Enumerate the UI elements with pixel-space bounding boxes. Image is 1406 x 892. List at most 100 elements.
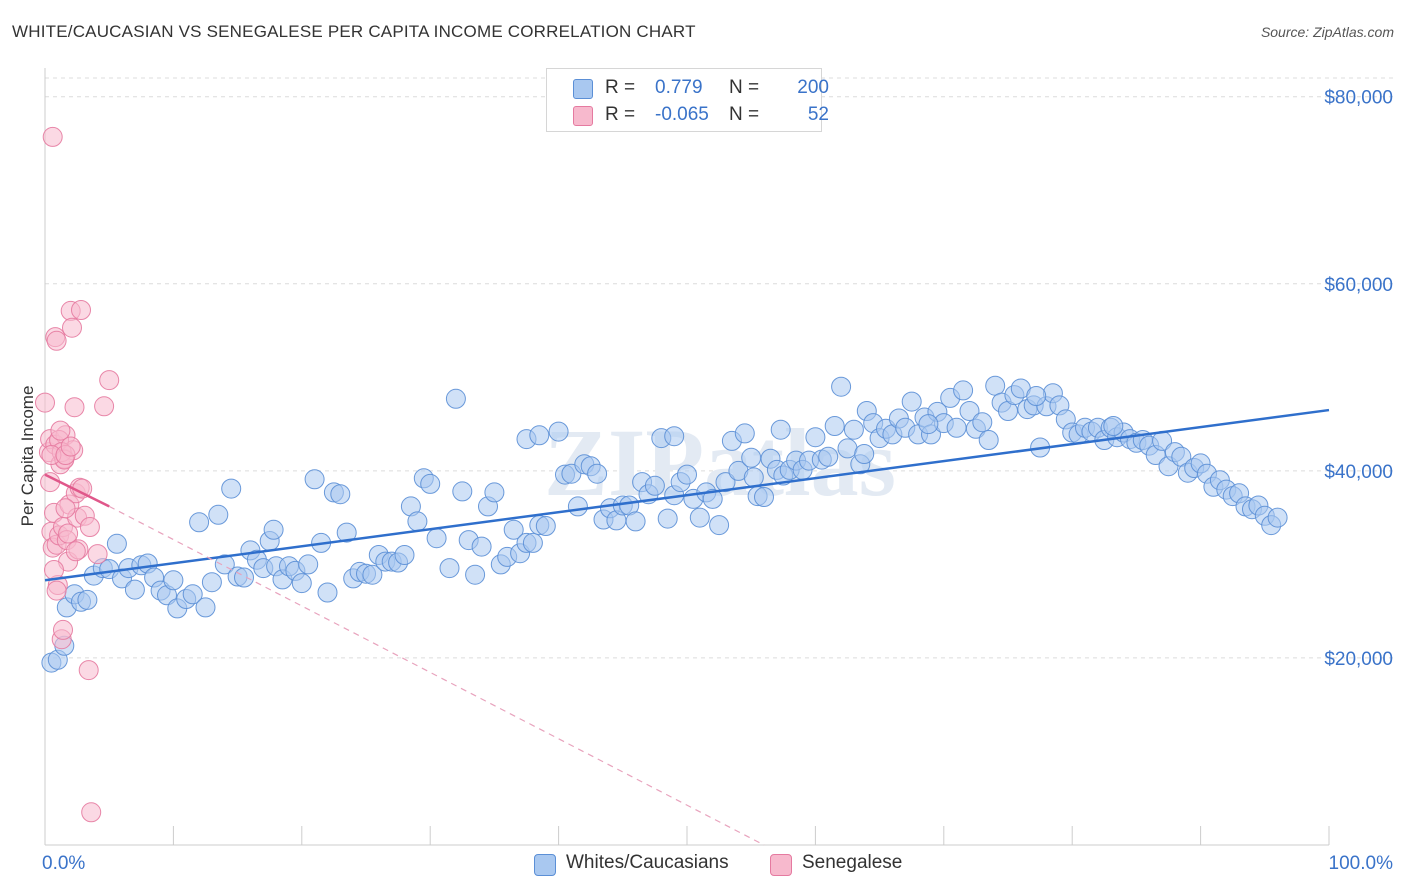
legend-n-value: 200	[797, 77, 829, 98]
data-point	[79, 517, 100, 537]
data-point	[522, 532, 543, 553]
data-point	[702, 488, 723, 509]
legend-n-value: 52	[807, 104, 829, 125]
bottom-legend-label-whites: Whites/Caucasians	[566, 852, 729, 873]
data-point	[843, 419, 864, 440]
y-tick-label: $60,000	[1324, 275, 1393, 296]
series-senegalese	[35, 126, 120, 823]
data-point	[195, 597, 216, 618]
trend-extension-senegalese	[108, 505, 765, 846]
data-point	[689, 507, 710, 528]
data-point	[918, 414, 939, 435]
data-point	[657, 508, 678, 529]
legend-r-value: -0.065	[655, 104, 709, 125]
data-point	[291, 573, 312, 594]
data-point	[664, 426, 685, 447]
data-point	[182, 584, 203, 605]
legend-r-label: R =	[605, 104, 636, 125]
data-point	[87, 544, 108, 565]
data-point	[770, 419, 791, 440]
data-point	[124, 579, 145, 600]
data-point	[503, 519, 524, 540]
data-point	[529, 425, 550, 446]
data-point	[837, 438, 858, 459]
data-point	[78, 660, 99, 681]
data-point	[978, 430, 999, 450]
data-point	[99, 370, 120, 391]
data-point	[234, 567, 254, 588]
data-point	[81, 802, 102, 823]
data-point	[65, 541, 86, 562]
data-point	[304, 469, 325, 490]
data-point	[471, 536, 492, 557]
data-point	[901, 391, 922, 412]
x-tick-label: 100.0%	[1329, 853, 1394, 874]
data-point	[189, 512, 210, 533]
data-point	[201, 572, 222, 593]
data-point	[208, 504, 229, 525]
bottom-legend-swatch-senegalese	[770, 854, 792, 876]
data-point	[317, 582, 338, 603]
x-tick-label: 0.0%	[42, 853, 85, 874]
data-point	[77, 589, 98, 610]
bottom-legend-label-senegalese: Senegalese	[802, 852, 903, 873]
y-tick-label: $80,000	[1324, 88, 1393, 109]
data-point	[64, 397, 85, 418]
data-point	[824, 416, 845, 436]
y-tick-label: $40,000	[1324, 462, 1393, 483]
data-point	[445, 388, 466, 409]
trend-line-whites	[44, 408, 1330, 582]
legend-r-label: R =	[605, 77, 636, 98]
data-point	[420, 473, 441, 494]
data-point	[741, 447, 762, 468]
legend-r-value: 0.779	[655, 77, 703, 98]
data-point	[58, 523, 79, 544]
data-point	[221, 478, 242, 499]
data-point	[53, 619, 73, 640]
data-point	[946, 417, 967, 438]
data-point	[46, 330, 67, 351]
data-point	[972, 412, 993, 433]
data-point	[407, 511, 428, 532]
data-point	[330, 484, 351, 505]
trend-lines	[44, 408, 1330, 846]
data-point	[1026, 386, 1047, 406]
data-point	[535, 516, 556, 536]
chart-source: Source: ZipAtlas.com	[1260, 24, 1394, 40]
bottom-legend-swatch-whites	[534, 854, 556, 876]
chart-title: WHITE/CAUCASIAN VS SENEGALESE PER CAPITA…	[12, 22, 696, 41]
data-point	[1267, 507, 1288, 528]
data-point	[831, 376, 852, 397]
data-point	[644, 475, 665, 496]
data-point	[426, 528, 447, 549]
data-point	[734, 423, 755, 444]
data-point	[44, 560, 64, 580]
data-point	[484, 482, 505, 503]
data-point	[336, 522, 357, 543]
data-point	[805, 427, 826, 448]
legend-swatch-whites	[573, 79, 593, 99]
data-point	[677, 464, 697, 485]
data-point	[46, 580, 67, 601]
data-point	[1103, 416, 1124, 436]
data-point	[452, 481, 473, 502]
data-point	[625, 511, 646, 532]
data-point	[60, 436, 81, 457]
data-point	[362, 564, 383, 585]
series-whites-caucasians	[41, 375, 1288, 673]
data-point	[62, 317, 82, 338]
data-point	[465, 564, 486, 585]
data-point	[35, 392, 55, 413]
data-point	[40, 472, 61, 493]
data-point	[548, 421, 569, 442]
y-tick-label: $20,000	[1324, 649, 1393, 670]
data-point	[715, 472, 736, 493]
data-point	[818, 446, 839, 467]
stats-legend: R = 0.779 N = 200 R = -0.065 N = 52	[546, 68, 829, 132]
data-point	[50, 420, 71, 441]
data-point	[94, 396, 115, 417]
data-point	[587, 463, 608, 484]
data-point	[743, 467, 764, 488]
trend-line-senegalese	[44, 473, 110, 508]
